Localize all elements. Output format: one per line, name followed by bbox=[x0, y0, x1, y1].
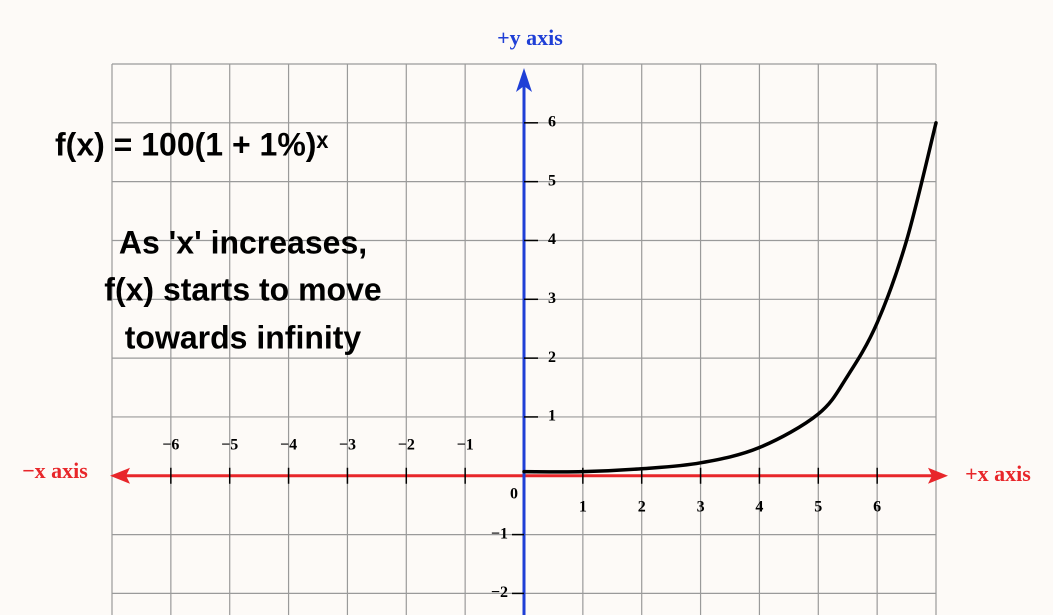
annotation: towards infinity bbox=[125, 319, 362, 355]
y-tick-label: 4 bbox=[548, 231, 556, 248]
x-tick-label: 3 bbox=[697, 498, 705, 515]
annotation: f(x) = 100(1 + 1%)ˣ bbox=[55, 126, 328, 162]
y-tick-label: 2 bbox=[548, 349, 556, 366]
y-tick-label: 5 bbox=[548, 172, 556, 189]
y-tick-label: −1 bbox=[491, 525, 508, 542]
x-tick-label: −6 bbox=[162, 436, 179, 453]
annotation: f(x) starts to move bbox=[104, 271, 381, 307]
x-tick-label: 5 bbox=[814, 498, 822, 515]
x-tick-label: 4 bbox=[755, 498, 763, 515]
axis-title: −x axis bbox=[22, 458, 88, 483]
annotation: As 'x' increases, bbox=[119, 224, 367, 260]
x-tick-label: −5 bbox=[221, 436, 238, 453]
marks: f(x) = 100(1 + 1%)ˣ As 'x' increases, f(x)… bbox=[55, 121, 938, 474]
axis-title: +x axis bbox=[965, 461, 1031, 486]
axis-title: +y axis bbox=[497, 25, 563, 50]
x-tick-label: 2 bbox=[638, 498, 646, 515]
y-tick-label: 6 bbox=[548, 113, 556, 130]
x-tick-label: −4 bbox=[280, 436, 297, 453]
y-axis-arrow bbox=[516, 68, 532, 92]
y-tick-label: −2 bbox=[491, 584, 508, 601]
x-tick-label: 1 bbox=[579, 498, 587, 515]
x-tick-label: −1 bbox=[457, 436, 474, 453]
x-tick-label: −3 bbox=[339, 436, 356, 453]
x-tick-label: −2 bbox=[398, 436, 415, 453]
axes: +y axis +x axis −x axis 0 −6 −5 −4 −3 −2 −1 1 2 3 4 5 6… bbox=[22, 25, 1031, 615]
x-axis-arrow bbox=[110, 467, 130, 484]
x-tick-label: 6 bbox=[873, 498, 881, 515]
x-axis-arrow bbox=[928, 467, 948, 484]
origin-label: 0 bbox=[510, 485, 518, 502]
curve bbox=[522, 121, 938, 474]
y-tick-label: 1 bbox=[548, 408, 556, 425]
y-tick-label: 3 bbox=[548, 290, 556, 307]
